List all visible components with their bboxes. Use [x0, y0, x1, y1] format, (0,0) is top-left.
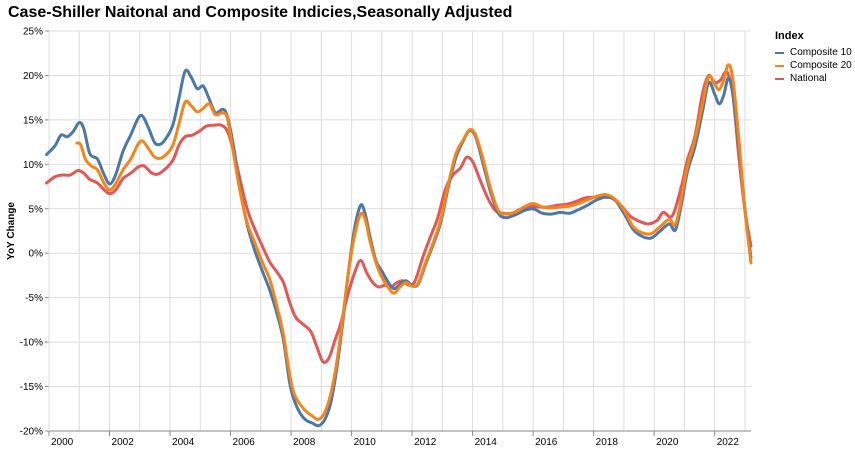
y-axis-title: YoY Change — [6, 202, 17, 260]
legend-title: Index — [775, 30, 804, 42]
x-tick-label: 2008 — [293, 437, 316, 448]
legend-item-composite-10: Composite 10 — [775, 46, 852, 59]
y-tick-label: 20% — [23, 71, 43, 82]
y-tick-label: -15% — [20, 382, 43, 393]
legend-swatch — [775, 77, 784, 80]
y-tick-label: -5% — [25, 293, 43, 304]
series-line-composite-20 — [75, 63, 753, 421]
x-tick-label: 2022 — [717, 437, 740, 448]
legend-label: Composite 10 — [790, 47, 852, 58]
x-tick-label: 2004 — [172, 437, 195, 448]
y-tick-label: 5% — [29, 204, 44, 215]
legend-swatch — [775, 64, 784, 67]
chart-title: Case-Shiller Naitonal and Composite Indi… — [8, 4, 513, 21]
x-tick-label: 2000 — [51, 437, 74, 448]
x-tick-label: 2010 — [354, 437, 377, 448]
y-axis-labels: -20% -15% -10% -5% 0% 5% 10% 15% 20% 25% — [20, 27, 43, 438]
y-tick-label: 25% — [23, 27, 43, 38]
y-tick-label: 0% — [29, 249, 44, 260]
x-tick-label: 2018 — [596, 437, 619, 448]
x-tick-label: 2012 — [414, 437, 437, 448]
series-line-composite-10 — [45, 68, 753, 428]
series-line-national — [45, 69, 753, 364]
legend-item-composite-20: Composite 20 — [775, 59, 852, 72]
legend: Index Composite 10 Composite 20 National — [775, 30, 852, 85]
y-tick-label: 15% — [23, 115, 43, 126]
x-tick-label: 2014 — [475, 437, 498, 448]
plot-area — [45, 63, 753, 428]
legend-item-national: National — [775, 72, 852, 85]
x-tick-label: 2006 — [233, 437, 256, 448]
grid-lines — [45, 30, 751, 436]
y-tick-label: -10% — [20, 338, 43, 349]
legend-label: National — [790, 73, 827, 84]
x-tick-label: 2016 — [535, 437, 558, 448]
x-tick-label: 2020 — [656, 437, 679, 448]
y-tick-label: -20% — [20, 427, 43, 438]
x-tick-label: 2002 — [112, 437, 135, 448]
legend-label: Composite 20 — [790, 60, 852, 71]
legend-swatch — [775, 51, 784, 54]
x-axis-labels: 2000 2002 2004 2006 2008 2010 2012 2014 2016 2018… — [51, 437, 739, 448]
legend-items: Composite 10 Composite 20 National — [775, 46, 852, 85]
y-tick-label: 10% — [23, 160, 43, 171]
